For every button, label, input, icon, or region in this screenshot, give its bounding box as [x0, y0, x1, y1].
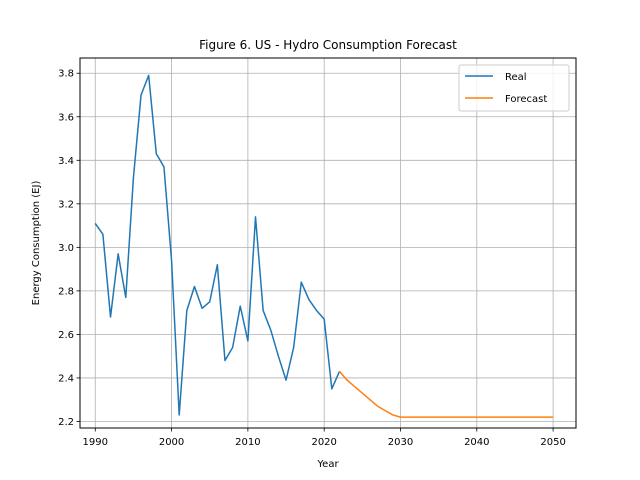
x-tick-label: 1990 [83, 437, 108, 448]
x-tick-label: 2000 [159, 437, 184, 448]
y-tick-label: 2.8 [58, 286, 74, 297]
series-line-real [94, 74, 341, 416]
legend-label-forecast: Forecast [505, 94, 547, 105]
y-tick-label: 3.4 [58, 156, 74, 167]
x-tick-label: 2040 [464, 437, 489, 448]
x-tick-label: 2030 [388, 437, 413, 448]
x-tick-label: 2020 [311, 437, 336, 448]
x-tick-label: 2010 [235, 437, 260, 448]
legend: Real Forecast [458, 64, 570, 112]
grid-lines [80, 58, 576, 428]
series-line-forecast [338, 370, 554, 418]
chart-title: Figure 6. US - Hydro Consumption Forecas… [199, 38, 457, 52]
y-tick-label: 2.2 [58, 417, 74, 428]
y-tick-label: 3.0 [58, 243, 74, 254]
x-axis-ticks: 1990 2000 2010 2020 2030 2040 2050 [83, 428, 566, 448]
x-tick-label: 2050 [540, 437, 565, 448]
y-tick-label: 3.6 [58, 112, 74, 123]
legend-label-real: Real [505, 72, 527, 83]
y-axis-ticks: 2.2 2.4 2.6 2.8 3.0 3.2 3.4 3.6 3.8 [58, 69, 80, 428]
x-axis-label: Year [316, 459, 339, 470]
y-tick-label: 3.8 [58, 69, 74, 80]
plot-area-frame [79, 57, 577, 429]
series-layer [94, 74, 554, 418]
y-tick-label: 2.6 [58, 330, 74, 341]
y-tick-label: 3.2 [58, 199, 74, 210]
y-axis-label: Energy Consumption (EJ) [31, 181, 42, 306]
y-tick-label: 2.4 [58, 373, 74, 384]
